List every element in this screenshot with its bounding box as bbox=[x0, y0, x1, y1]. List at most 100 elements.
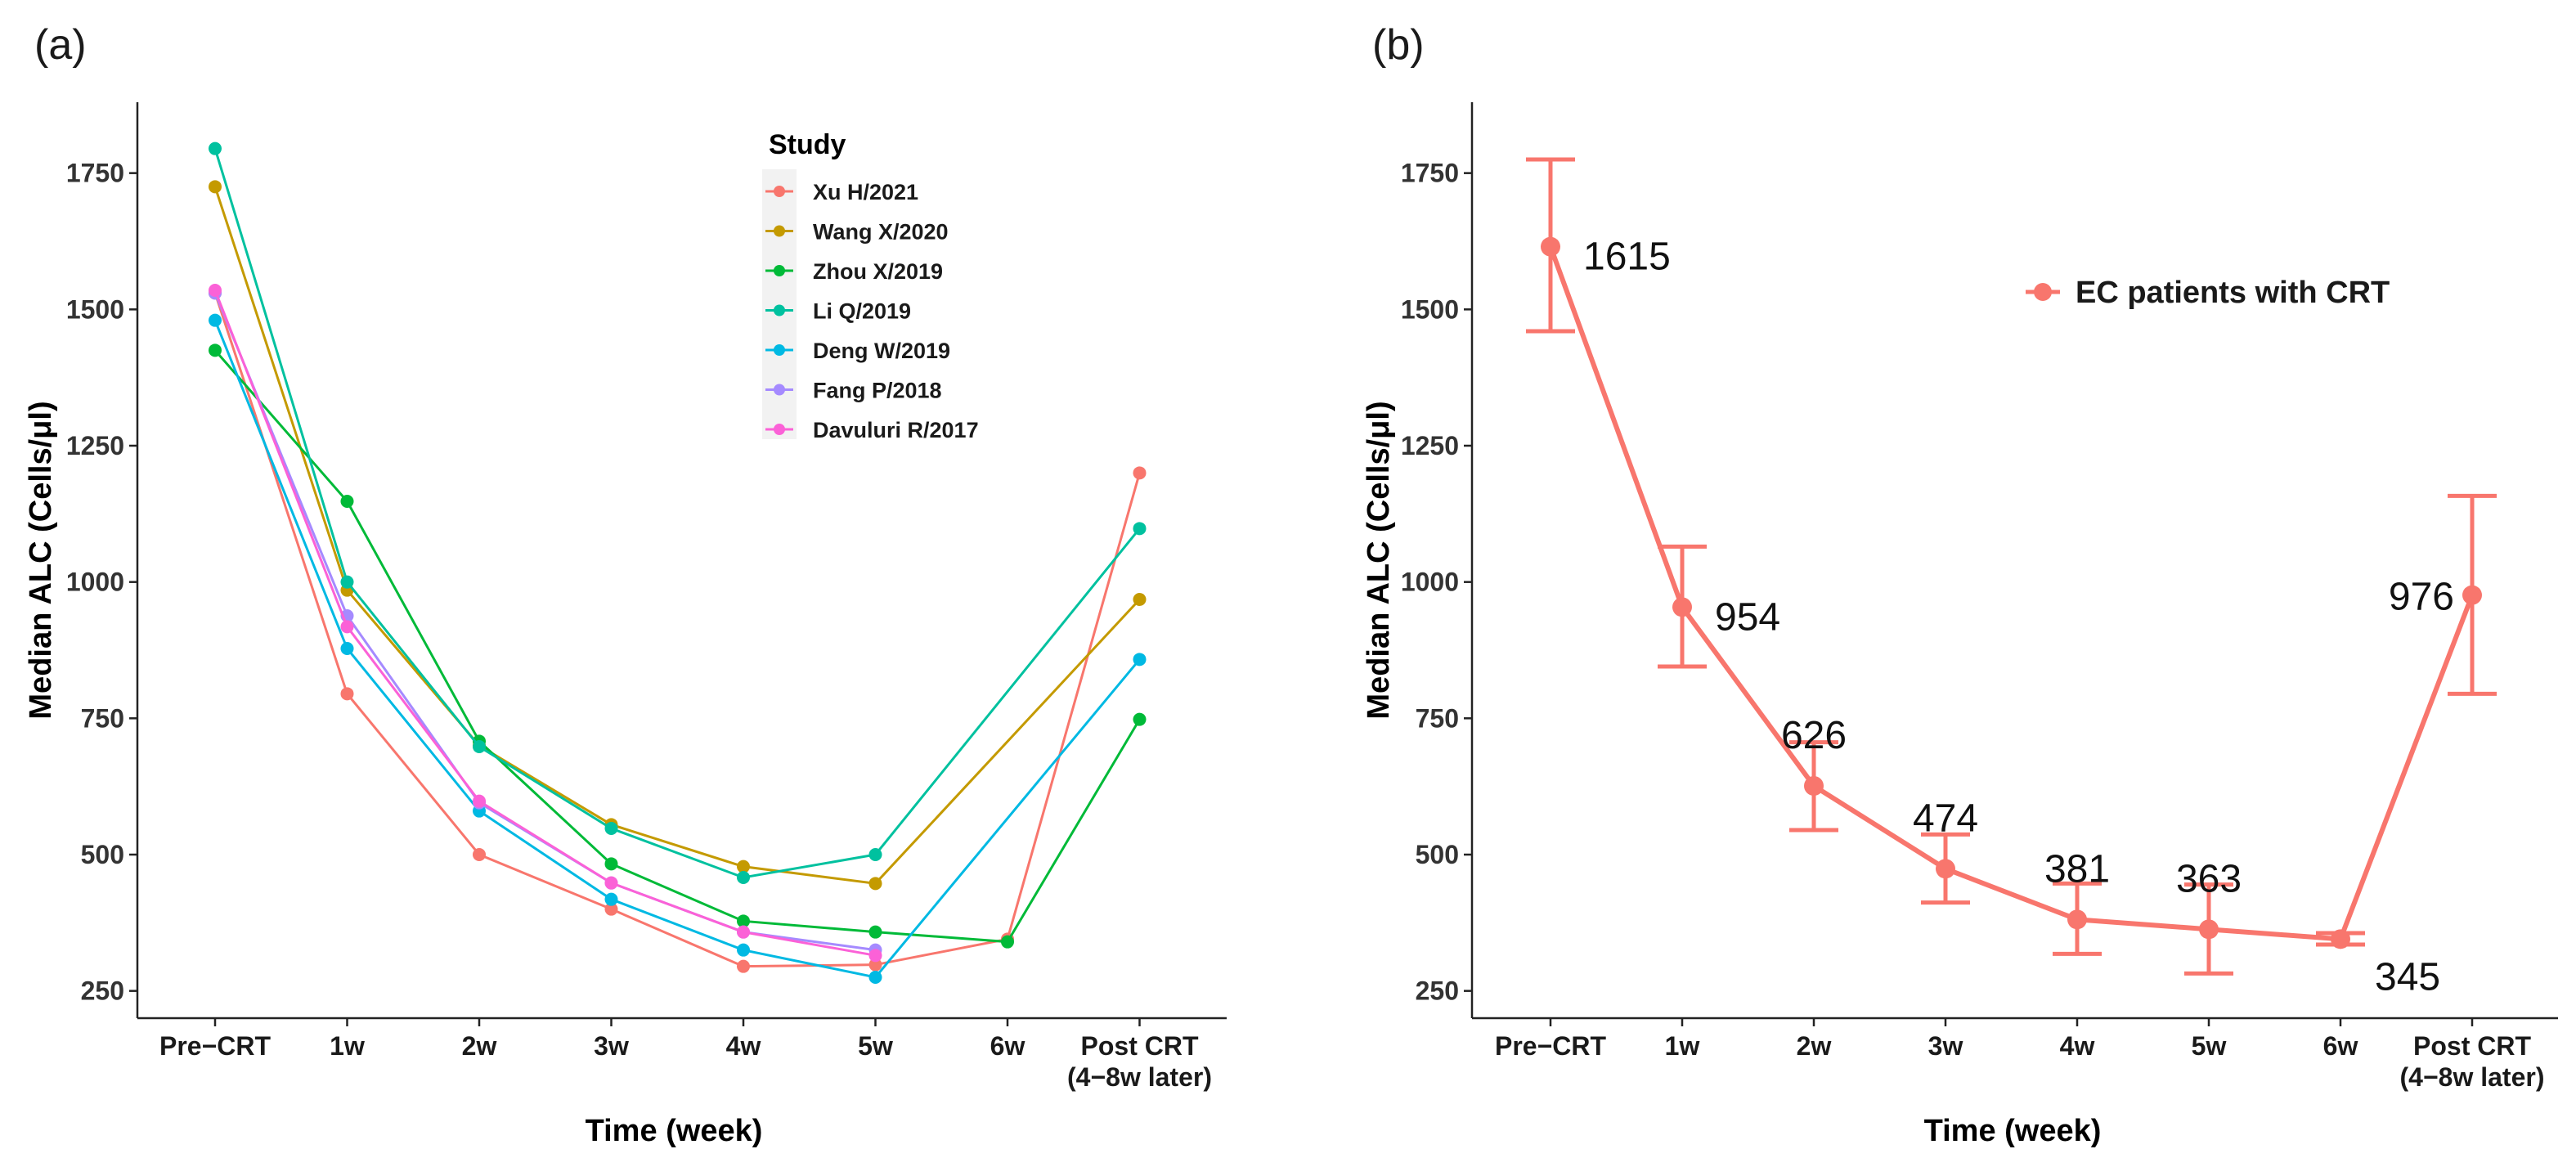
series-line bbox=[213, 292, 1141, 968]
data-point bbox=[1804, 776, 1824, 796]
x-tick-label: 5w bbox=[2192, 1031, 2227, 1061]
series-line bbox=[213, 320, 1141, 979]
data-point bbox=[340, 642, 354, 655]
data-point bbox=[737, 914, 750, 928]
series-davuluri-r-2017 bbox=[209, 284, 882, 963]
x-tick-label: 5w bbox=[858, 1031, 893, 1061]
x-axis-title: Time (week) bbox=[1924, 1114, 2102, 1148]
legend-key-point bbox=[774, 304, 785, 316]
y-tick-label: 1750 bbox=[1401, 159, 1459, 188]
x-tick-label: 1w bbox=[1665, 1031, 1700, 1061]
series-wang-x-2020 bbox=[209, 180, 1147, 891]
legend-label: Davuluri R/2017 bbox=[813, 418, 979, 442]
data-label: 1615 bbox=[1583, 236, 1671, 279]
data-point bbox=[1133, 466, 1147, 480]
data-point bbox=[1133, 593, 1147, 606]
series-line bbox=[213, 349, 1141, 944]
legend-item: Deng W/2019 bbox=[765, 339, 950, 363]
data-label: 345 bbox=[2375, 955, 2440, 999]
x-tick-label: 2w bbox=[462, 1031, 497, 1061]
data-point bbox=[868, 971, 882, 984]
panel-label: (b) bbox=[1372, 21, 1425, 69]
data-point bbox=[868, 848, 882, 861]
y-tick-label: 1250 bbox=[1401, 431, 1459, 460]
data-point bbox=[209, 180, 222, 194]
data-point bbox=[1001, 935, 1014, 949]
series-line bbox=[213, 186, 1141, 885]
legend-key-point bbox=[774, 384, 785, 396]
series-deng-w-2019 bbox=[209, 313, 1147, 984]
data-point bbox=[737, 871, 750, 884]
legend-item: Li Q/2019 bbox=[765, 299, 911, 324]
y-tick-label: 1500 bbox=[66, 294, 124, 324]
y-tick-label: 750 bbox=[81, 703, 124, 733]
x-tick-label: 3w bbox=[1928, 1031, 1963, 1061]
data-label: 381 bbox=[2044, 847, 2110, 891]
legend-label: Zhou X/2019 bbox=[813, 259, 943, 284]
data-point bbox=[1541, 236, 1560, 257]
panel-label: (a) bbox=[34, 21, 87, 69]
data-point bbox=[473, 740, 486, 753]
legend-title: Study bbox=[769, 129, 846, 160]
data-point bbox=[473, 848, 486, 861]
legend-item: Fang P/2018 bbox=[765, 379, 942, 403]
data-point bbox=[1936, 859, 1955, 879]
legend-item: Davuluri R/2017 bbox=[765, 418, 979, 442]
panel-a: (a) 250 500 750 1000 1250 1500 1750 Pre−CRT 1w 2w 3… bbox=[24, 21, 1227, 1148]
legend-label: Xu H/2021 bbox=[813, 180, 918, 204]
x-tick-label: Pre−CRT bbox=[1495, 1031, 1607, 1061]
data-point bbox=[868, 958, 882, 972]
x-tick-label: Pre−CRT bbox=[159, 1031, 272, 1061]
data-point bbox=[737, 860, 750, 873]
x-axis-title: Time (week) bbox=[586, 1114, 763, 1148]
data-point bbox=[737, 943, 750, 957]
legend: EC patients with CRT bbox=[2026, 276, 2390, 310]
data-label: 363 bbox=[2176, 857, 2242, 900]
y-tick-label: 250 bbox=[81, 976, 124, 1006]
series-line bbox=[213, 290, 876, 957]
legend-label: Deng W/2019 bbox=[813, 339, 950, 363]
legend-key-point bbox=[2034, 283, 2052, 301]
series-li-q-2019 bbox=[209, 141, 1147, 884]
data-point bbox=[209, 343, 222, 357]
data-point bbox=[604, 892, 618, 906]
series-line bbox=[1548, 245, 2475, 942]
x-tick-label: 2w bbox=[1797, 1031, 1832, 1061]
legend: Study Xu H/2021 Wang X/2020 Zhou X/2019 Li Q… bbox=[762, 129, 979, 442]
data-point bbox=[604, 902, 618, 916]
legend-key-point bbox=[774, 424, 785, 435]
x-tick-label: 4w bbox=[726, 1031, 761, 1061]
data-point bbox=[473, 794, 486, 808]
x-tick-label: 1w bbox=[330, 1031, 365, 1061]
data-point bbox=[1133, 522, 1147, 536]
panel-b: (b) 250 500 750 1000 1250 1500 1750 Pre−CRT 1w 2w 3… bbox=[1362, 21, 2558, 1148]
data-point bbox=[340, 620, 354, 634]
x-tick-label: Post CRT (4−8w later) bbox=[2400, 1031, 2545, 1092]
legend-key-background bbox=[762, 169, 797, 439]
legend-item: Xu H/2021 bbox=[765, 180, 918, 204]
series-ec-patients-with-crt: 1615 954 626 474 381 363 345 976 bbox=[1526, 157, 2497, 999]
data-point bbox=[1133, 653, 1147, 667]
legend-key-point bbox=[774, 225, 785, 237]
x-tick-label: 3w bbox=[594, 1031, 629, 1061]
data-point bbox=[209, 141, 222, 155]
data-point bbox=[2067, 909, 2087, 930]
y-axis-title: Median ALC (Cells/μl) bbox=[1362, 401, 1396, 719]
series-zhou-x-2019 bbox=[209, 343, 1147, 949]
legend-label: Wang X/2020 bbox=[813, 220, 949, 245]
y-tick-label: 500 bbox=[81, 840, 124, 869]
data-point bbox=[1133, 712, 1147, 726]
x-tick-label: 6w bbox=[2323, 1031, 2358, 1061]
data-point bbox=[340, 575, 354, 589]
legend-key-point bbox=[774, 344, 785, 356]
data-point bbox=[340, 495, 354, 508]
data-label: 954 bbox=[1715, 595, 1780, 639]
legend-label: Li Q/2019 bbox=[813, 299, 911, 324]
data-point bbox=[868, 925, 882, 939]
data-point bbox=[604, 876, 618, 890]
data-point bbox=[868, 877, 882, 891]
y-tick-label: 1250 bbox=[66, 431, 124, 460]
y-tick-label: 250 bbox=[1416, 976, 1459, 1006]
legend-key-point bbox=[774, 265, 785, 276]
y-tick-label: 750 bbox=[1416, 703, 1459, 733]
